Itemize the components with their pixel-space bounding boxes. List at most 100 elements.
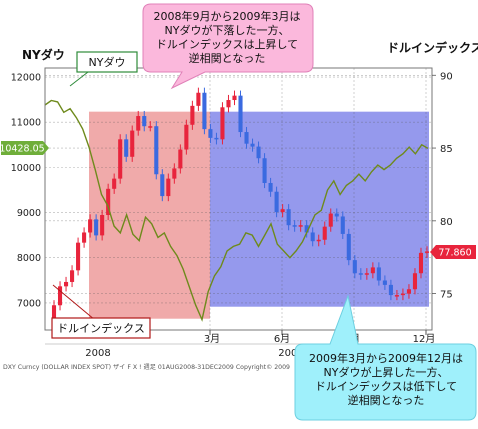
callout-top-bubble: [142, 3, 314, 90]
candle-down: [334, 213, 339, 217]
dow-label-text: NYダウ: [89, 55, 126, 69]
dow-label-box: [76, 51, 138, 73]
candle-up: [184, 124, 189, 150]
candle-down: [268, 182, 273, 192]
candle-up: [370, 267, 375, 274]
candle-down: [256, 146, 261, 159]
callout-top-text: 2008年9月から2009年3月は NYダウが下落した一方、 ドルインデックスは上昇…: [153, 10, 301, 65]
left-tick-label: 7000: [17, 298, 41, 309]
left-tick-label: 10000: [11, 163, 41, 174]
candle-up: [196, 92, 201, 106]
candle-down: [340, 216, 345, 234]
dollar-pointer: [52, 284, 96, 321]
right-axis-title: ドルインデックス: [387, 40, 478, 55]
candle-up: [136, 116, 141, 131]
left-tick-label: 9000: [17, 208, 41, 219]
left-tick-label: 8000: [17, 253, 41, 264]
candle-up: [298, 225, 303, 227]
dollar-label-box: [51, 317, 151, 339]
candle-up: [148, 126, 153, 128]
dollar-last-value: 77.860: [438, 247, 471, 258]
callout-bottom-bubble: [294, 294, 477, 421]
candle-up: [232, 95, 237, 101]
period-2008-shade: [89, 111, 210, 319]
candle-up: [322, 226, 327, 240]
source-text: DXY Curncy (DOLLAR INDEX SPOT) ザイ F X ! …: [3, 363, 290, 371]
candle-down: [382, 280, 387, 285]
year-label-2009: 2009: [278, 348, 303, 359]
candle-up: [172, 168, 177, 179]
candle-up: [364, 273, 369, 275]
candle-down: [262, 158, 267, 183]
candle-up: [82, 232, 87, 243]
candle-down: [124, 139, 129, 157]
candle-up: [418, 252, 424, 274]
candle-down: [352, 260, 357, 274]
candle-down: [160, 174, 165, 197]
candle-up: [118, 139, 123, 179]
candle-down: [250, 143, 255, 147]
candle-down: [304, 225, 309, 233]
right-tick-label: 90: [440, 71, 453, 82]
candle-up: [57, 286, 63, 306]
candle-down: [94, 219, 99, 236]
candle-up: [70, 270, 75, 282]
candle-up: [394, 295, 399, 297]
candle-up: [100, 215, 105, 236]
right-tick-label: 80: [440, 217, 453, 228]
candle-down: [238, 95, 243, 133]
candle-up: [106, 188, 111, 216]
candle-up: [190, 105, 195, 125]
candle-up: [328, 213, 333, 227]
candle-down: [142, 116, 147, 127]
x-tick-mar: 3月: [204, 333, 220, 345]
candle-down: [388, 284, 393, 296]
candle-down: [274, 191, 279, 213]
candle-down: [202, 92, 207, 130]
candle-down: [286, 209, 291, 226]
candle-up: [226, 100, 231, 108]
candle-up: [64, 281, 69, 287]
candle-down: [154, 126, 159, 175]
candle-up: [280, 209, 285, 213]
dollar-label-text: ドルインデックス: [57, 321, 145, 335]
candle-up: [166, 178, 171, 197]
x-tick-jun: 6月: [274, 333, 290, 345]
left-tick-label: 11000: [11, 118, 41, 129]
candle-up: [406, 289, 411, 294]
dollar-last-value-tag: 77.860: [430, 244, 476, 259]
period-2009-shade: [210, 111, 429, 307]
candle-down: [376, 267, 381, 281]
x-tick-dec: 12月: [413, 333, 436, 345]
candle-down: [310, 232, 315, 242]
candle-up: [51, 305, 57, 320]
candle-up: [412, 273, 418, 290]
candle-up: [112, 178, 117, 189]
left-tick-label: 12000: [11, 73, 41, 84]
candle-down: [358, 273, 363, 275]
callout-bottom-text: 2009年3月から2009年12月は NYダウが上昇した一方、 ドルインデックスは低…: [309, 352, 463, 407]
candle-up: [316, 239, 321, 242]
right-tick-label: 75: [440, 290, 453, 301]
candle-down: [244, 132, 249, 144]
dow-line: [44, 99, 429, 322]
candle-up: [424, 251, 430, 253]
right-tick-label: 85: [440, 144, 453, 155]
candle-down: [214, 137, 219, 140]
candle-up: [88, 219, 93, 233]
candle-down: [346, 233, 351, 261]
year-label-2008: 2008: [85, 348, 110, 359]
dollar-last-value-bg: [430, 244, 476, 259]
candle-down: [292, 225, 297, 227]
dow-last-value-tag: 10428.05: [0, 141, 49, 156]
dow-last-value-bg: [1, 141, 49, 156]
dow-pointer: [69, 71, 89, 87]
candle-up: [178, 149, 183, 169]
candle-up: [76, 242, 81, 271]
candle-down: [208, 129, 213, 138]
candle-up: [220, 107, 225, 140]
candle-up: [130, 130, 135, 157]
dow-last-value: 10428.05: [0, 144, 45, 155]
